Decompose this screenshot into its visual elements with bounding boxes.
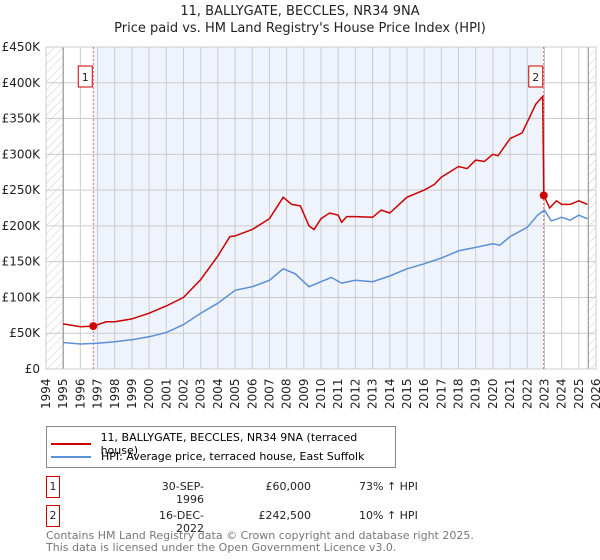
x-tick-label: 2018 bbox=[452, 378, 466, 409]
x-tick-label: 2020 bbox=[486, 378, 500, 409]
sale-label-box bbox=[77, 65, 93, 88]
y-tick-label: £300K bbox=[2, 147, 42, 161]
sale-point bbox=[89, 322, 98, 331]
x-tick-label: 2003 bbox=[194, 378, 208, 409]
sale-price: £60,000 bbox=[265, 480, 312, 493]
sale-label: 1 bbox=[82, 71, 89, 84]
sale-label: 2 bbox=[532, 71, 539, 84]
x-tick-label: 2015 bbox=[400, 378, 414, 409]
legend-label: HPI: Average price, terraced house, East… bbox=[101, 450, 365, 463]
sale-row: 2 16-DEC-2022 £242,500 10% ↑ HPI bbox=[46, 505, 446, 535]
x-tick-label: 2013 bbox=[366, 378, 380, 409]
footer: Contains HM Land Registry data © Crown c… bbox=[46, 530, 474, 554]
x-tick-label: 2006 bbox=[245, 378, 259, 409]
x-tick-label: 1995 bbox=[56, 378, 70, 409]
sale-row: 1 30-SEP-1996 £60,000 73% ↑ HPI bbox=[46, 476, 446, 506]
y-tick-label: £350K bbox=[2, 112, 42, 126]
x-tick-label: 2002 bbox=[177, 378, 191, 409]
x-tick-label: 2017 bbox=[434, 378, 448, 409]
y-tick-label: £50K bbox=[9, 326, 41, 340]
y-tick-label: £250K bbox=[2, 183, 42, 197]
sale-hpi-diff: 73% ↑ HPI bbox=[359, 480, 418, 493]
plot-border bbox=[45, 46, 597, 370]
x-tick-label: 1994 bbox=[39, 378, 53, 409]
x-tick-label: 2014 bbox=[383, 378, 397, 409]
hpi-series-line bbox=[63, 209, 588, 345]
x-tick-label: 2022 bbox=[520, 378, 534, 409]
x-tick-label: 2007 bbox=[262, 378, 276, 409]
sale-date: 30-SEP-1996 bbox=[161, 480, 204, 506]
y-tick-label: £0 bbox=[25, 362, 40, 376]
chart-title: 11, BALLYGATE, BECCLES, NR34 9NA bbox=[180, 4, 420, 19]
sale-hpi-diff: 10% ↑ HPI bbox=[359, 509, 418, 522]
x-tick-label: 1999 bbox=[125, 378, 139, 409]
legend-item-property: 11, BALLYGATE, BECCLES, NR34 9NA (terrac… bbox=[51, 431, 395, 457]
sale-marker-badge: 2 bbox=[46, 505, 60, 527]
y-tick-label: £400K bbox=[2, 76, 42, 90]
legend: 11, BALLYGATE, BECCLES, NR34 9NA (terrac… bbox=[46, 426, 396, 468]
x-tick-label: 2025 bbox=[572, 378, 586, 409]
sale-date: 16-DEC-2022 bbox=[158, 509, 204, 535]
x-tick-label: 2001 bbox=[159, 378, 173, 409]
sale-marker-badge: 1 bbox=[46, 476, 60, 498]
legend-swatch-blue bbox=[51, 455, 91, 458]
ownership-period-band bbox=[93, 47, 544, 369]
x-tick-label: 2026 bbox=[589, 378, 600, 409]
hatched-region-left bbox=[46, 47, 64, 369]
legend-item-hpi: HPI: Average price, terraced house, East… bbox=[51, 450, 364, 463]
x-tick-label: 2024 bbox=[555, 378, 569, 409]
legend-swatch-red bbox=[51, 443, 91, 445]
x-tick-label: 1996 bbox=[73, 378, 87, 409]
x-tick-label: 2019 bbox=[469, 378, 483, 409]
sale-point bbox=[539, 191, 548, 200]
x-tick-label: 2021 bbox=[503, 378, 517, 409]
y-tick-label: £450K bbox=[2, 40, 42, 54]
x-tick-label: 2016 bbox=[417, 378, 431, 409]
hatched-region-right bbox=[588, 47, 596, 369]
sale-label-box bbox=[528, 65, 544, 88]
y-tick-label: £200K bbox=[2, 219, 42, 233]
x-tick-label: 2000 bbox=[142, 378, 156, 409]
x-tick-label: 2010 bbox=[314, 378, 328, 409]
x-tick-label: 2009 bbox=[297, 378, 311, 409]
x-tick-label: 2011 bbox=[331, 378, 345, 409]
y-tick-label: £150K bbox=[2, 255, 42, 269]
footer-licence: This data is licensed under the Open Gov… bbox=[46, 541, 397, 554]
legend-label: 11, BALLYGATE, BECCLES, NR34 9NA (terrac… bbox=[100, 431, 358, 457]
x-tick-label: 2004 bbox=[211, 378, 225, 409]
x-tick-label: 2008 bbox=[280, 378, 294, 409]
price-chart: £0 £50K £100K £150K £200K £250K £300K £350K £400… bbox=[2, 40, 600, 409]
x-tick-label: 1997 bbox=[91, 378, 105, 409]
x-tick-label: 2012 bbox=[348, 378, 362, 409]
x-tick-label: 2023 bbox=[537, 378, 551, 409]
property-series-line bbox=[63, 94, 588, 328]
footer-copyright: Contains HM Land Registry data © Crown c… bbox=[46, 529, 474, 542]
x-tick-label: 1998 bbox=[108, 378, 122, 409]
x-tick-label: 2005 bbox=[228, 378, 242, 409]
sale-price: £242,500 bbox=[258, 509, 312, 522]
y-tick-label: £100K bbox=[2, 290, 42, 304]
chart-subtitle: Price paid vs. HM Land Registry's House … bbox=[114, 21, 486, 36]
